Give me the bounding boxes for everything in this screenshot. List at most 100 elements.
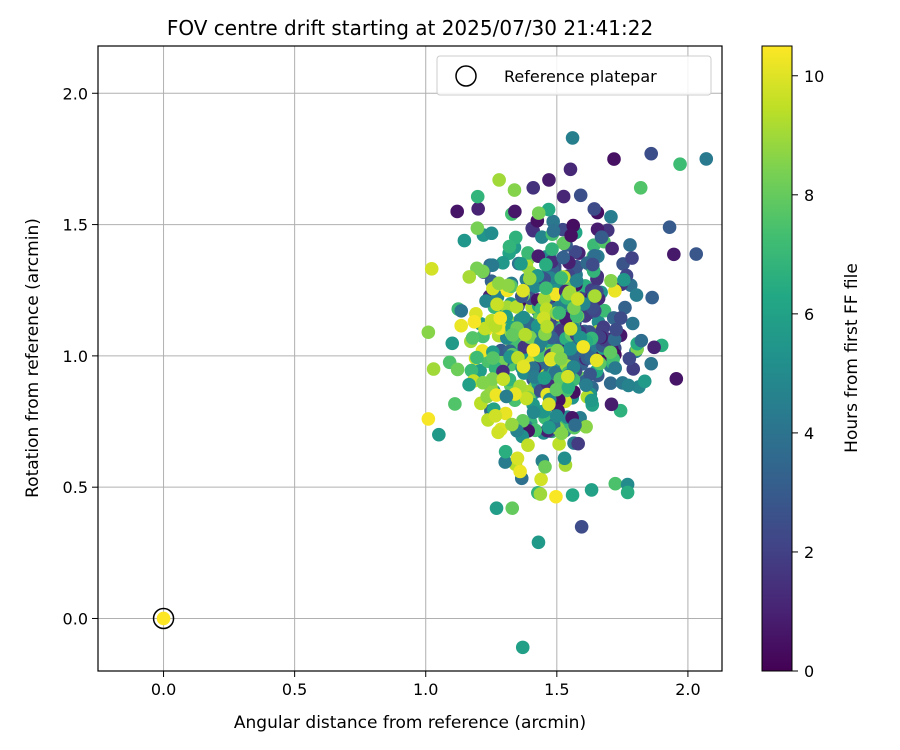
data-point xyxy=(618,300,632,315)
data-point xyxy=(583,367,597,382)
data-point xyxy=(499,389,514,404)
data-point xyxy=(489,501,504,515)
data-point xyxy=(426,362,441,376)
plot-frame xyxy=(97,45,723,672)
data-point xyxy=(574,519,589,534)
data-point xyxy=(667,247,681,262)
x-tick-label: 1.0 xyxy=(413,680,438,699)
data-point xyxy=(515,640,530,655)
data-point xyxy=(570,292,585,306)
data-point xyxy=(644,356,659,371)
data-point xyxy=(587,202,602,216)
data-point xyxy=(526,405,541,420)
legend-label-reference: Reference platepar xyxy=(504,67,657,86)
data-point xyxy=(604,274,618,288)
y-tick-label: 1.0 xyxy=(63,347,88,366)
data-point xyxy=(421,412,436,426)
colorbar-ticks: 0 2 4 6 8 10 xyxy=(792,67,824,681)
legend-marker-reference xyxy=(455,65,477,87)
data-point xyxy=(502,239,517,254)
data-point xyxy=(465,331,480,345)
data-point xyxy=(521,438,535,452)
data-point xyxy=(519,391,534,406)
data-point xyxy=(562,342,577,356)
data-point xyxy=(626,362,641,376)
data-point xyxy=(565,488,580,502)
data-point xyxy=(539,257,553,272)
data-point xyxy=(644,146,659,161)
data-point xyxy=(479,294,493,308)
data-point xyxy=(585,257,600,272)
data-point xyxy=(568,418,582,432)
data-point xyxy=(588,289,602,303)
data-point xyxy=(556,189,571,204)
data-point xyxy=(509,300,524,314)
data-point xyxy=(493,311,508,325)
data-point xyxy=(597,303,612,318)
data-point xyxy=(603,376,618,390)
data-point xyxy=(542,420,556,435)
data-point xyxy=(561,380,576,395)
data-point xyxy=(607,152,621,166)
data-point xyxy=(554,426,569,441)
data-point xyxy=(622,351,637,366)
data-point xyxy=(608,361,622,375)
data-point xyxy=(605,241,619,256)
x-tick-label: 0.0 xyxy=(151,680,176,699)
data-point xyxy=(534,472,548,487)
data-point xyxy=(604,210,618,224)
data-point xyxy=(471,202,485,216)
data-point xyxy=(505,328,520,342)
data-point xyxy=(625,316,640,331)
data-point xyxy=(629,288,644,302)
data-point xyxy=(467,315,482,329)
data-point xyxy=(607,332,622,347)
data-point xyxy=(518,327,533,342)
y-tick-label: 1.5 xyxy=(63,216,88,235)
data-point xyxy=(498,455,512,469)
x-tick-label: 1.5 xyxy=(544,680,569,699)
data-point xyxy=(513,464,527,479)
data-point xyxy=(565,131,580,145)
data-point xyxy=(645,290,659,305)
data-point xyxy=(554,271,568,285)
data-point xyxy=(476,375,490,390)
data-point xyxy=(505,501,520,515)
data-point xyxy=(505,417,519,432)
data-point xyxy=(621,378,636,393)
reference-point-ring xyxy=(152,607,175,630)
data-point xyxy=(584,393,599,408)
data-point xyxy=(537,371,552,385)
reference-point xyxy=(156,611,171,626)
data-point xyxy=(571,436,585,451)
data-point xyxy=(521,246,535,260)
data-point xyxy=(557,451,572,466)
data-point xyxy=(699,152,714,166)
data-point xyxy=(462,270,477,284)
data-point xyxy=(603,345,618,360)
data-point xyxy=(623,238,637,252)
data-point xyxy=(540,319,554,334)
data-point xyxy=(549,409,564,423)
data-point xyxy=(533,487,548,501)
data-point xyxy=(432,427,446,442)
data-point xyxy=(561,369,575,384)
data-point xyxy=(613,311,628,325)
colorbar-gradient xyxy=(761,45,793,672)
y-axis-ticks: 0.0 0.5 1.0 1.5 2.0 xyxy=(63,84,98,628)
data-point xyxy=(470,189,485,204)
data-point xyxy=(608,476,623,491)
y-tick-label: 2.0 xyxy=(63,84,88,103)
data-point xyxy=(647,340,661,355)
data-point xyxy=(496,372,511,386)
x-tick-label: 2.0 xyxy=(675,680,700,699)
data-point xyxy=(542,397,556,412)
data-points xyxy=(421,131,714,655)
data-point xyxy=(457,233,472,248)
colorbar-tick-label: 2 xyxy=(804,543,814,562)
data-point xyxy=(634,333,649,348)
data-point xyxy=(491,425,505,440)
data-point xyxy=(516,359,531,374)
data-point xyxy=(454,318,468,333)
